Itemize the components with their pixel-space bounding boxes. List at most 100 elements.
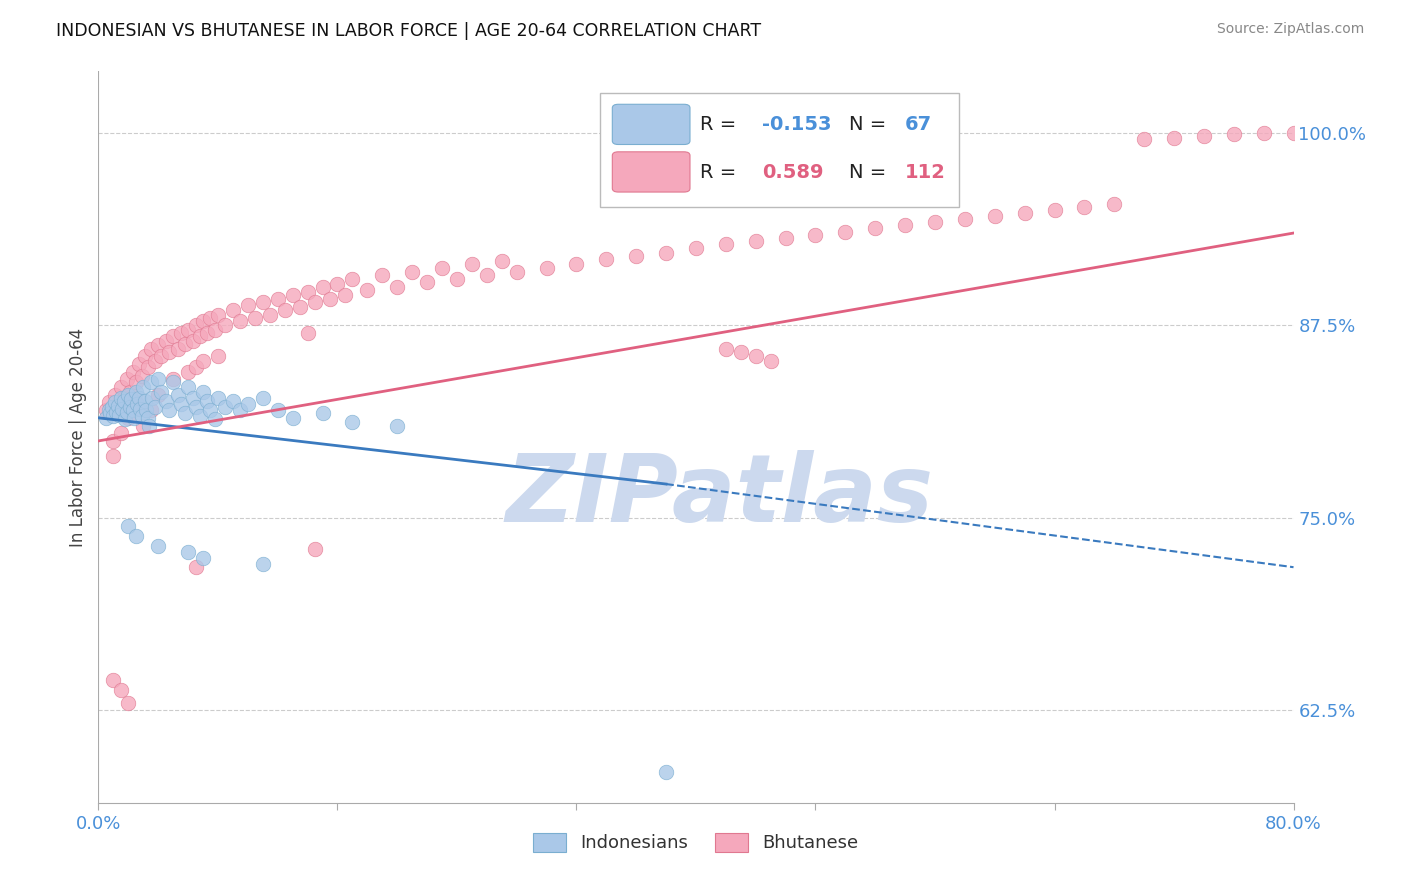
Point xyxy=(135,403,157,417)
Point xyxy=(200,403,222,417)
FancyBboxPatch shape xyxy=(613,104,690,145)
Text: 0.589: 0.589 xyxy=(762,163,823,182)
Point xyxy=(385,418,409,433)
Point xyxy=(107,399,129,413)
Point xyxy=(157,403,180,417)
Point xyxy=(188,409,211,424)
Point xyxy=(191,354,214,368)
Point xyxy=(134,393,156,408)
Point xyxy=(207,349,229,363)
Point xyxy=(162,329,184,343)
Point xyxy=(333,287,356,301)
Point xyxy=(148,338,170,352)
Point xyxy=(252,391,274,405)
Point xyxy=(131,369,153,384)
Point xyxy=(117,410,139,425)
Point xyxy=(252,295,274,310)
Point xyxy=(655,764,678,779)
Point xyxy=(169,397,191,411)
Point xyxy=(252,557,274,571)
Point xyxy=(834,225,856,239)
Point xyxy=(121,403,143,417)
Point xyxy=(1253,126,1275,140)
Point xyxy=(506,264,529,278)
Point xyxy=(124,410,146,425)
Point xyxy=(311,406,333,420)
Point xyxy=(304,541,326,556)
Text: R =: R = xyxy=(700,114,742,134)
Point xyxy=(166,342,188,356)
Point xyxy=(139,403,162,417)
Point xyxy=(342,416,364,430)
Text: -0.153: -0.153 xyxy=(762,114,831,134)
Point xyxy=(128,391,150,405)
Point xyxy=(655,246,678,260)
Point xyxy=(197,393,219,408)
Point xyxy=(103,673,125,687)
Point xyxy=(1163,130,1185,145)
Point xyxy=(267,403,290,417)
Point xyxy=(685,242,707,256)
Point xyxy=(491,253,513,268)
Point xyxy=(274,303,297,318)
Point xyxy=(117,696,139,710)
Point xyxy=(297,326,319,340)
Point xyxy=(94,403,117,417)
Point xyxy=(94,410,117,425)
Point xyxy=(104,388,127,402)
Point xyxy=(714,236,737,251)
Point xyxy=(157,344,180,359)
Point xyxy=(804,227,827,242)
Point xyxy=(125,376,148,390)
Point xyxy=(356,283,378,297)
Point xyxy=(141,391,163,405)
Point xyxy=(759,354,782,368)
Point xyxy=(191,314,214,328)
Point xyxy=(924,215,946,229)
Point xyxy=(984,209,1007,223)
Point xyxy=(536,261,558,276)
Point xyxy=(121,365,143,379)
Point xyxy=(138,418,160,433)
Text: INDONESIAN VS BHUTANESE IN LABOR FORCE | AGE 20-64 CORRELATION CHART: INDONESIAN VS BHUTANESE IN LABOR FORCE |… xyxy=(56,22,762,40)
Point xyxy=(281,410,304,425)
Point xyxy=(128,357,150,371)
Point xyxy=(155,334,177,348)
Point xyxy=(730,344,752,359)
Point xyxy=(229,403,252,417)
Point xyxy=(191,384,214,399)
Point xyxy=(150,349,173,363)
Point xyxy=(401,264,423,278)
Point xyxy=(97,395,120,409)
Point xyxy=(200,310,222,325)
Point xyxy=(207,391,229,405)
Point xyxy=(177,545,200,559)
Point xyxy=(1133,132,1156,146)
Point xyxy=(112,393,135,408)
Point xyxy=(1223,128,1246,142)
Point xyxy=(204,323,226,337)
Point xyxy=(184,318,207,333)
Point xyxy=(229,314,252,328)
Point xyxy=(118,400,141,414)
Point xyxy=(775,230,797,244)
Point xyxy=(174,406,197,420)
Text: N =: N = xyxy=(849,114,893,134)
Point xyxy=(110,380,132,394)
Point xyxy=(214,318,236,333)
Point xyxy=(129,401,152,416)
Point xyxy=(214,400,236,414)
Point xyxy=(118,384,141,399)
FancyBboxPatch shape xyxy=(600,94,959,207)
Legend: Indonesians, Bhutanese: Indonesians, Bhutanese xyxy=(526,826,866,860)
Point xyxy=(475,268,498,282)
Point xyxy=(143,400,166,414)
Point xyxy=(177,323,200,337)
Point xyxy=(127,397,149,411)
Point xyxy=(745,349,768,363)
Text: R =: R = xyxy=(700,163,742,182)
Point xyxy=(184,359,207,374)
Point xyxy=(304,295,326,310)
Point xyxy=(110,391,132,405)
Point xyxy=(1073,200,1095,214)
